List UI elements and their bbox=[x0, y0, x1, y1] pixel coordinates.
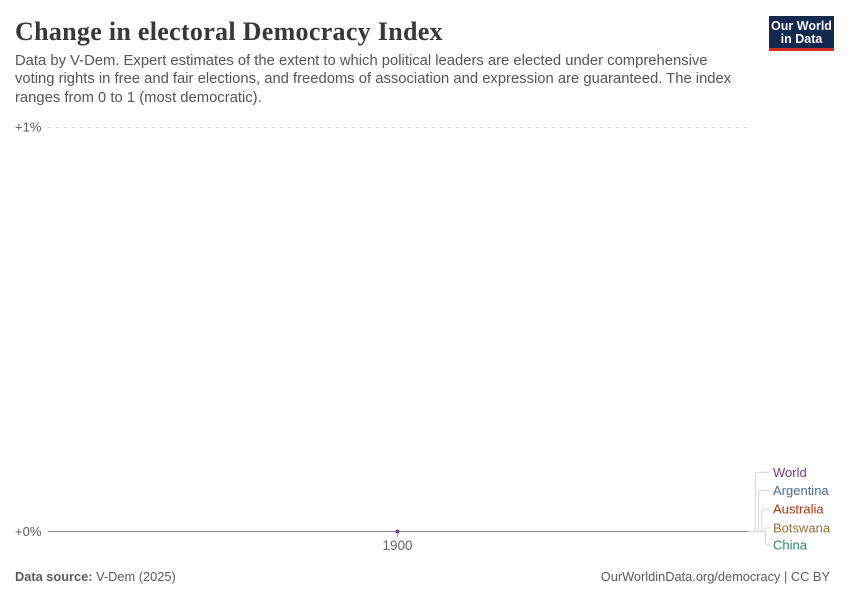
svg-text:+1%: +1% bbox=[15, 120, 42, 135]
svg-text:World: World bbox=[773, 465, 807, 480]
svg-text:Botswana: Botswana bbox=[773, 520, 831, 535]
svg-text:China: China bbox=[773, 538, 808, 553]
svg-text:+0%: +0% bbox=[15, 524, 42, 539]
svg-text:Argentina: Argentina bbox=[773, 483, 829, 498]
svg-text:1900: 1900 bbox=[382, 538, 412, 553]
svg-text:Australia: Australia bbox=[773, 502, 824, 517]
